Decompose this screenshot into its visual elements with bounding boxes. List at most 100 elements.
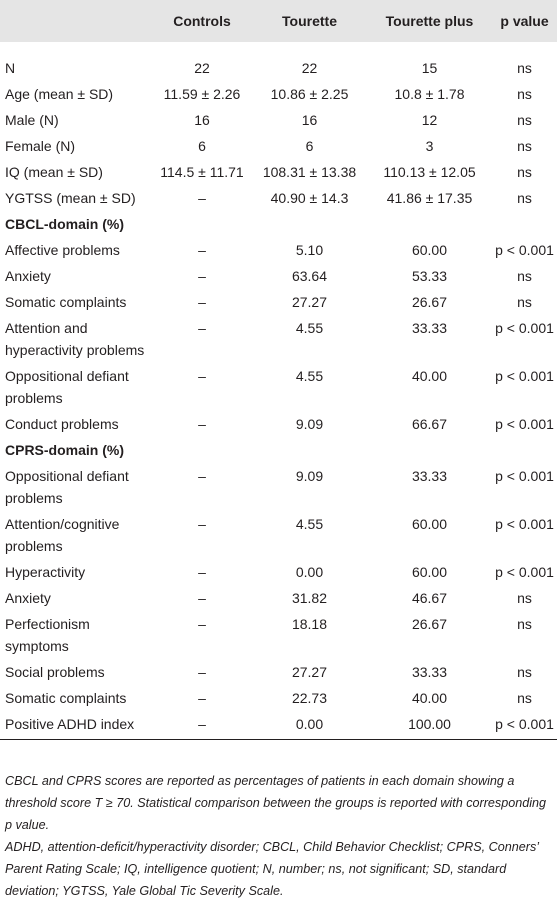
table-cell: ns [517,664,532,680]
table-cell: 100.00 [367,711,492,740]
row-label: Attention and hyperactivity problems [5,320,145,358]
table-cell: 60.00 [411,516,448,532]
data-table: Controls Tourette Tourette plus p value N 22… [0,0,557,740]
table-cell: p < 0.001 [495,416,554,432]
table-cell: p < 0.001 [492,711,557,740]
table-header: Controls Tourette Tourette plus p value [0,0,557,42]
table-cell: 40.00 [411,690,448,706]
table-cell: 6 [305,138,314,154]
table-cell: – [198,564,206,580]
table-cell: 26.67 [411,294,448,310]
table-row: Oppositional defiant problems – 4.55 40.00 p… [0,363,557,411]
table-row: CBCL-domain (%) [0,211,557,237]
row-label: Oppositional defiant problems [5,368,129,406]
table-cell: 33.33 [411,320,448,336]
table-cell: ns [517,138,532,154]
table-cell: 15 [421,60,438,76]
table-row: Age (mean ± SD) 11.59 ± 2.26 10.86 ± 2.25 1… [0,81,557,107]
table-cell: p < 0.001 [495,516,554,532]
table-cell: 22 [301,60,318,76]
row-label: Male (N) [5,112,59,128]
table-cell: 22 [194,60,210,76]
table-cell: 9.09 [295,416,324,432]
table-row: Somatic complaints – 27.27 26.67 ns [0,289,557,315]
table-cell: ns [517,164,532,180]
table-cell: ns [517,690,532,706]
row-label: Perfectionism symptoms [5,616,90,654]
table-cell: 10.86 ± 2.25 [270,86,349,102]
table-cell: 9.09 [295,468,324,484]
table-row: Hyperactivity – 0.00 60.00 p < 0.001 [0,559,557,585]
table-cell: – [198,664,206,680]
table-cell: p < 0.001 [495,368,554,384]
row-label: Age (mean ± SD) [5,86,114,102]
table-row: Positive ADHD index –0.00 100.00 p < 0.001 [0,711,557,740]
table-row: Affective problems – 5.10 60.00 p < 0.001 [0,237,557,263]
table-cell: ns [517,294,532,310]
table-cell: 27.27 [291,294,328,310]
table-cell: 12 [421,112,438,128]
table-cell: 46.67 [411,590,448,606]
row-label: YGTSS (mean ± SD) [5,190,136,206]
row-label: Anxiety [5,268,51,284]
footnote: CBCL and CPRS scores are reported as per… [5,774,547,832]
table-cell: p < 0.001 [495,320,554,336]
table-row: N 22 22 15 ns [0,42,557,81]
footnotes: CBCL and CPRS scores are reported as per… [5,770,553,902]
row-label: Conduct problems [5,416,119,432]
table-cell: – [198,416,206,432]
header-cell: Controls [173,13,231,29]
table-cell: ns [517,190,532,206]
table-cell: 41.86 ± 17.35 [386,190,473,206]
row-label: N [5,60,16,76]
footnote: ADHD, attention-deficit/hyperactivity di… [5,840,539,898]
table-row: Anxiety – 63.64 53.33 ns [0,263,557,289]
table-cell: ns [517,590,532,606]
row-label: Oppositional defiant problems [5,468,129,506]
section-label: CPRS-domain (%) [5,442,124,458]
table-cell: 108.31 ± 13.38 [262,164,357,180]
table-cell: 40.00 [411,368,448,384]
table-cell: – [152,711,252,740]
table-cell: 16 [194,112,210,128]
table-cell: ns [517,616,532,632]
table-cell: 40.90 ± 14.3 [270,190,349,206]
table-cell: 33.33 [411,664,448,680]
row-label: Hyperactivity [5,564,86,580]
row-label: Female (N) [5,138,76,154]
table-cell: 0.00 [295,564,324,580]
table-cell: 27.27 [291,664,328,680]
row-label: Affective problems [5,242,120,258]
table-cell: 16 [301,112,318,128]
table-row: Anxiety – 31.82 46.67 ns [0,585,557,611]
table-row: Attention/cognitive problems – 4.55 60.00 p … [0,511,557,559]
table-row: Oppositional defiant problems – 9.09 33.33 p… [0,463,557,511]
table-cell: – [198,590,206,606]
table-cell: 22.73 [291,690,328,706]
table-cell: 10.8 ± 1.78 [394,86,465,102]
table-cell: 33.33 [411,468,448,484]
table-cell: 53.33 [411,268,448,284]
table-cell: 18.18 [291,616,328,632]
table-cell: – [198,242,206,258]
table-cell: 11.59 ± 2.26 [163,86,241,102]
table-row: Conduct problems – 9.09 66.67 p < 0.001 [0,411,557,437]
table-cell: 0.00 [252,711,367,740]
header-cell [0,0,152,42]
row-label: Social problems [5,664,105,680]
table-cell: 60.00 [411,242,448,258]
table-cell: – [198,320,206,336]
header-cell: Tourette [282,13,337,29]
table-cell: 3 [425,138,434,154]
table-cell: ns [517,60,532,76]
header-cell: p value [500,13,549,29]
table-cell: – [198,616,206,632]
table-cell: – [198,294,206,310]
row-label: Somatic complaints [5,690,127,706]
table-cell: – [198,368,206,384]
table-cell: – [198,690,206,706]
table-cell: 4.55 [295,320,324,336]
table-row: Female (N) 6 6 3 ns [0,133,557,159]
table-row: IQ (mean ± SD) 114.5 ± 11.71 108.31 ± 13.3… [0,159,557,185]
